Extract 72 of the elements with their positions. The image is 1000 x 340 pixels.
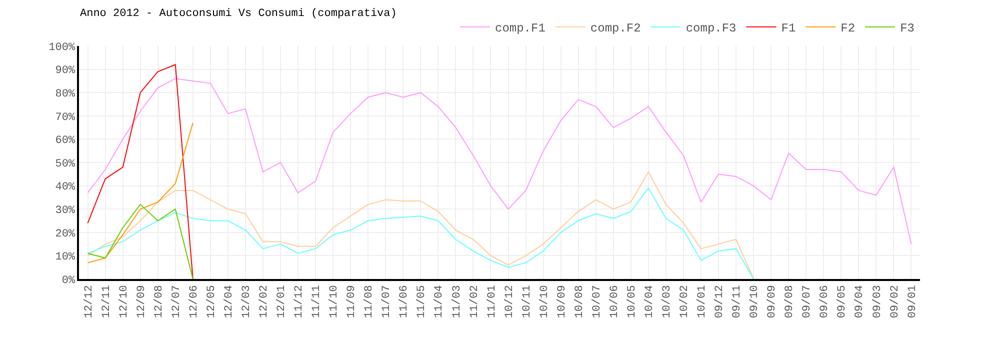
x-tick-label: 11/09 bbox=[346, 285, 358, 318]
y-tick-label: 90% bbox=[55, 65, 76, 78]
x-tick-label: 09/12 bbox=[714, 285, 726, 318]
x-tick-label: 11/11 bbox=[311, 284, 324, 318]
x-tick-label: 10/02 bbox=[679, 285, 692, 318]
x-tick-label: 10/06 bbox=[608, 285, 621, 318]
line-series bbox=[87, 188, 754, 279]
x-tick-label: 11/07 bbox=[381, 285, 394, 318]
y-tick-label: 70% bbox=[55, 112, 76, 124]
y-tick-label: 30% bbox=[55, 204, 76, 217]
chart-title: Anno 2012 - Autoconsumi Vs Consumi (comparativa) bbox=[80, 8, 397, 20]
x-tick-label: 11/06 bbox=[398, 285, 411, 318]
y-tick-label: 100% bbox=[48, 42, 76, 54]
x-tick-label: 09/04 bbox=[854, 284, 866, 318]
x-tick-label: 10/05 bbox=[626, 285, 638, 318]
x-tick-label: 12/05 bbox=[206, 285, 218, 318]
legend-label: F3 bbox=[900, 22, 914, 36]
x-tick-label: 12/12 bbox=[83, 285, 96, 318]
line-series bbox=[87, 171, 754, 279]
x-tick-label: 12/02 bbox=[258, 285, 271, 318]
y-tick-label: 50% bbox=[55, 158, 76, 170]
x-tick-label: 09/05 bbox=[836, 285, 849, 318]
x-tick-label: 10/09 bbox=[556, 285, 568, 318]
x-tick-label: 09/10 bbox=[749, 285, 762, 318]
x-tick-label: 11/05 bbox=[416, 285, 428, 318]
y-tick-label: 20% bbox=[55, 228, 76, 240]
legend-label: F2 bbox=[840, 22, 856, 36]
x-tick-label: 12/01 bbox=[276, 284, 288, 318]
x-tick-label: 11/12 bbox=[294, 285, 306, 318]
x-tick-label: 10/12 bbox=[504, 285, 516, 318]
x-tick-label: 09/07 bbox=[802, 285, 814, 318]
y-tick-label: 10% bbox=[55, 252, 76, 264]
x-tick-label: 09/11 bbox=[732, 284, 744, 318]
x-tick-label: 09/08 bbox=[784, 285, 796, 318]
line-series bbox=[87, 204, 194, 279]
x-tick-label: 12/03 bbox=[241, 285, 254, 318]
x-tick-label: 11/02 bbox=[468, 285, 481, 318]
x-tick-label: 12/07 bbox=[170, 285, 183, 318]
legend-label: comp.F2 bbox=[590, 22, 641, 36]
x-tick-label: 12/10 bbox=[118, 285, 130, 318]
x-tick-label: 09/01 bbox=[906, 284, 919, 318]
x-tick-label: 12/06 bbox=[188, 285, 200, 318]
y-tick-label: 0% bbox=[62, 274, 76, 287]
x-tick-label: 12/11 bbox=[100, 284, 113, 318]
x-tick-label: 11/01 bbox=[486, 284, 498, 318]
x-tick-label: 10/03 bbox=[662, 285, 674, 318]
x-tick-label: 11/10 bbox=[328, 285, 341, 318]
x-tick-label: 12/04 bbox=[224, 284, 236, 318]
x-tick-label: 09/06 bbox=[819, 285, 832, 318]
x-tick-label: 10/04 bbox=[644, 284, 656, 318]
x-tick-label: 10/10 bbox=[538, 285, 551, 318]
x-tick-label: 11/08 bbox=[364, 285, 376, 318]
x-tick-label: 12/08 bbox=[153, 285, 166, 318]
y-tick-label: 60% bbox=[55, 135, 76, 148]
x-tick-label: 12/09 bbox=[136, 285, 148, 318]
legend-label: comp.F1 bbox=[495, 22, 546, 36]
x-tick-label: 09/03 bbox=[872, 285, 884, 318]
line-series bbox=[87, 78, 912, 245]
x-tick-label: 10/08 bbox=[574, 285, 586, 318]
x-tick-label: 10/07 bbox=[591, 285, 604, 318]
x-tick-label: 11/04 bbox=[434, 284, 446, 318]
x-tick-label: 09/02 bbox=[889, 285, 902, 318]
y-tick-label: 40% bbox=[55, 182, 76, 194]
y-tick-label: 80% bbox=[55, 88, 76, 100]
line-series bbox=[87, 64, 194, 279]
x-tick-label: 09/09 bbox=[766, 285, 779, 318]
line-series bbox=[87, 122, 194, 264]
x-tick-label: 11/03 bbox=[451, 285, 464, 318]
legend-label: F1 bbox=[781, 22, 796, 36]
legend-label: comp.F3 bbox=[686, 22, 736, 36]
x-tick-label: 10/11 bbox=[521, 284, 534, 318]
x-tick-label: 10/01 bbox=[696, 284, 709, 318]
